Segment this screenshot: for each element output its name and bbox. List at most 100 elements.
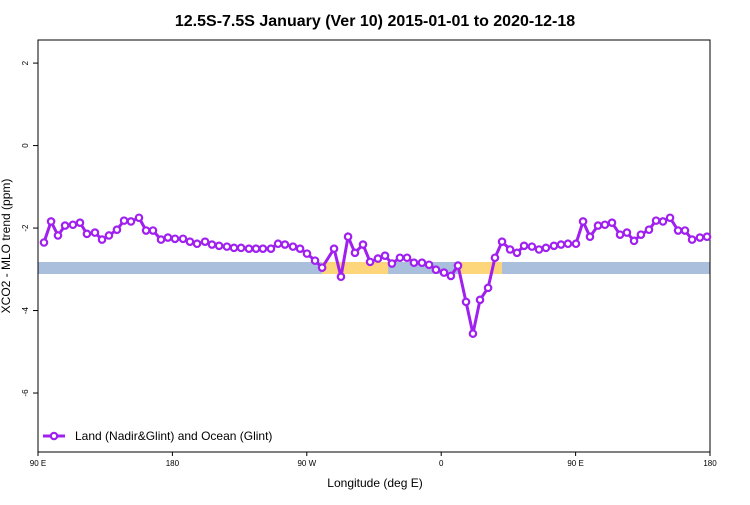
point bbox=[222, 242, 232, 251]
point bbox=[273, 239, 283, 249]
plot-frame bbox=[37, 39, 711, 453]
x-tick-label: 180 bbox=[703, 459, 717, 468]
point bbox=[687, 235, 697, 244]
point bbox=[578, 217, 588, 226]
point bbox=[148, 226, 158, 235]
y-tick-label: -6 bbox=[21, 389, 30, 397]
point bbox=[490, 253, 500, 263]
point bbox=[461, 297, 471, 307]
point bbox=[541, 243, 551, 253]
point bbox=[563, 239, 573, 249]
point bbox=[409, 258, 419, 268]
point bbox=[104, 231, 114, 240]
point bbox=[39, 238, 49, 247]
point bbox=[170, 234, 180, 244]
point bbox=[302, 249, 312, 258]
point bbox=[266, 244, 276, 253]
point bbox=[439, 268, 449, 277]
point bbox=[163, 233, 173, 242]
x-tick-label: 90 W bbox=[297, 459, 316, 468]
point bbox=[622, 228, 632, 237]
point bbox=[636, 230, 646, 239]
y-tick-label: 2 bbox=[21, 60, 30, 65]
y-tick-label: -2 bbox=[21, 224, 30, 232]
point bbox=[358, 240, 368, 249]
point bbox=[200, 237, 210, 246]
point bbox=[229, 243, 239, 253]
point bbox=[310, 256, 320, 265]
point bbox=[60, 221, 70, 230]
point bbox=[615, 230, 625, 239]
point bbox=[178, 234, 188, 244]
point bbox=[207, 240, 217, 249]
point bbox=[258, 244, 268, 253]
point bbox=[53, 231, 63, 240]
point bbox=[571, 239, 581, 249]
point bbox=[585, 232, 595, 242]
x-tick-label: 90 E bbox=[567, 459, 583, 468]
point bbox=[556, 240, 566, 249]
point bbox=[141, 226, 151, 235]
point bbox=[651, 216, 661, 225]
y-axis-label: XCO2 - MLO trend (ppm) bbox=[0, 179, 13, 314]
point bbox=[236, 243, 246, 253]
point bbox=[317, 263, 327, 272]
point bbox=[343, 232, 353, 242]
land-band bbox=[458, 262, 502, 274]
point bbox=[431, 265, 441, 275]
legend-label: Land (Nadir&Glint) and Ocean (Glint) bbox=[75, 429, 272, 443]
point bbox=[665, 213, 675, 223]
point bbox=[702, 232, 712, 242]
point bbox=[75, 218, 85, 227]
x-tick-label: 180 bbox=[166, 459, 180, 468]
point bbox=[475, 295, 485, 305]
point bbox=[97, 235, 107, 244]
point bbox=[365, 257, 375, 267]
point bbox=[453, 261, 463, 270]
point bbox=[90, 228, 100, 237]
point bbox=[505, 245, 515, 254]
point bbox=[288, 242, 298, 251]
point bbox=[156, 235, 166, 244]
point bbox=[251, 244, 261, 253]
point bbox=[387, 259, 397, 268]
point bbox=[534, 245, 544, 254]
point bbox=[295, 244, 305, 253]
point bbox=[68, 220, 78, 230]
point bbox=[214, 241, 224, 251]
point bbox=[280, 240, 290, 249]
point bbox=[549, 241, 559, 251]
point bbox=[395, 253, 405, 263]
point bbox=[46, 217, 56, 226]
point bbox=[82, 229, 92, 239]
point bbox=[424, 260, 434, 270]
point bbox=[497, 237, 507, 246]
y-tick-label: -4 bbox=[21, 306, 30, 314]
y-tick-label: 0 bbox=[21, 143, 30, 148]
point bbox=[380, 251, 390, 260]
point bbox=[483, 283, 493, 293]
point bbox=[593, 221, 603, 230]
point bbox=[519, 241, 529, 251]
x-axis-label: Longitude (deg E) bbox=[327, 476, 422, 490]
x-tick-label: 90 E bbox=[30, 459, 46, 468]
point bbox=[244, 244, 254, 253]
land-band bbox=[322, 262, 388, 274]
point bbox=[527, 242, 537, 251]
point bbox=[417, 258, 427, 268]
point bbox=[350, 248, 360, 258]
point bbox=[607, 218, 617, 227]
point bbox=[119, 216, 129, 225]
point bbox=[134, 213, 144, 223]
point bbox=[695, 233, 705, 242]
point bbox=[185, 237, 195, 246]
point bbox=[512, 248, 522, 258]
point bbox=[192, 239, 202, 249]
point bbox=[336, 272, 346, 282]
point bbox=[126, 217, 136, 226]
point bbox=[446, 271, 456, 281]
x-tick-label: 0 bbox=[439, 459, 444, 468]
point bbox=[329, 244, 339, 253]
